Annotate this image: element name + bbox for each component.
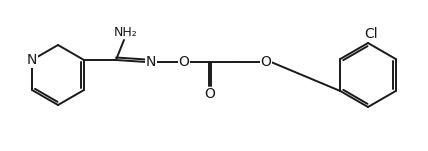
Text: NH₂: NH₂ bbox=[114, 26, 138, 39]
Text: O: O bbox=[178, 55, 190, 69]
Text: Cl: Cl bbox=[364, 27, 378, 41]
Text: N: N bbox=[27, 53, 37, 67]
Text: N: N bbox=[146, 55, 156, 69]
Text: O: O bbox=[261, 55, 271, 69]
Text: O: O bbox=[205, 87, 215, 101]
